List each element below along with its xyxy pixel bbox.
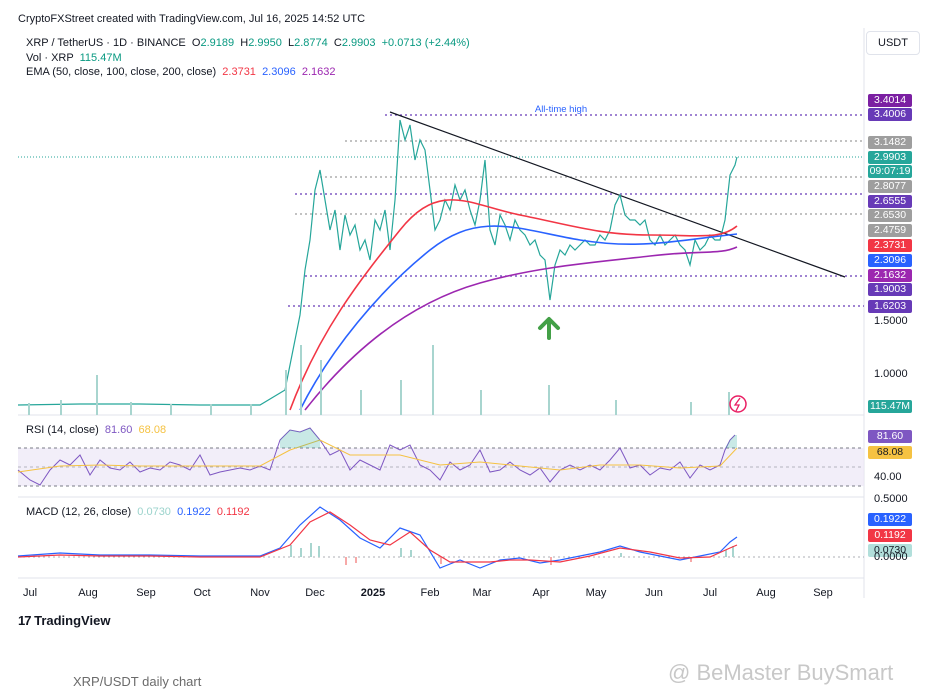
close-value: 2.9903 xyxy=(341,37,376,49)
price-box-2-6530: 2.6530 xyxy=(868,209,912,222)
rsi-value: 81.60 xyxy=(104,424,133,436)
price-box-2-8077: 2.8077 xyxy=(868,180,912,193)
x-tick-label: Aug xyxy=(756,587,776,599)
rsi-tick-40: 40.00 xyxy=(874,471,902,483)
price-box-2-9903: 2.9903 xyxy=(868,151,912,164)
price-tick-1-5: 1.5000 xyxy=(874,315,908,327)
price-box-2-1632: 2.1632 xyxy=(868,269,912,282)
macd-value: 0.1922 xyxy=(177,506,211,518)
price-box-2-6555: 2.6555 xyxy=(868,195,912,208)
volume-label: Vol · XRP xyxy=(26,52,74,64)
chart-caption: XRP/USDT daily chart xyxy=(73,674,202,689)
price-series xyxy=(17,119,738,406)
macd-label: MACD (12, 26, close) xyxy=(26,506,132,518)
price-tick-1-0: 1.0000 xyxy=(874,368,908,380)
low-value: 2.8774 xyxy=(294,37,328,49)
rsi-header: RSI (14, close) 81.60 68.08 xyxy=(26,424,166,436)
macd-signal-line xyxy=(17,511,738,563)
change-value: +0.0713 (+2.44%) xyxy=(381,37,470,49)
green-up-arrow-icon xyxy=(538,317,560,340)
x-tick-label: Feb xyxy=(420,587,440,599)
x-tick-label: Jun xyxy=(645,587,663,599)
x-tick-label: Mar xyxy=(472,587,492,599)
low-label: L xyxy=(287,37,295,49)
macd-hist-box: 0.0730 xyxy=(868,544,912,557)
price-box-1-6203: 1.6203 xyxy=(868,300,912,313)
rsi-overbought-fill xyxy=(280,428,320,448)
rsi-ma-line xyxy=(17,439,738,473)
open-value: 2.9189 xyxy=(200,37,235,49)
macd-signal-box: 0.1192 xyxy=(868,529,912,542)
macd-tick-0: 0.0000 xyxy=(874,551,908,563)
price-box-1-9003: 1.9003 xyxy=(868,283,912,296)
ath-annotation: All-time high xyxy=(535,104,587,115)
macd-header: MACD (12, 26, close) 0.0730 0.1922 0.119… xyxy=(26,506,250,518)
x-tick-label: Sep xyxy=(136,587,156,599)
rsi-label: RSI (14, close) xyxy=(26,424,99,436)
tv-lightning-bolt-icon xyxy=(733,397,741,412)
rsi-ma-value: 68.08 xyxy=(138,424,167,436)
symbol-title: XRP / TetherUS · 1D · BINANCE xyxy=(26,37,186,49)
macd-histogram xyxy=(290,543,734,557)
ema-line: EMA (50, close, 100, close, 200, close) … xyxy=(26,66,336,78)
ema50-value: 2.3731 xyxy=(222,66,256,78)
currency-button[interactable]: USDT xyxy=(866,31,920,55)
volume-bars xyxy=(28,345,730,415)
volume-value: 115.47M xyxy=(79,52,122,64)
tradingview-logo-icon: 17 xyxy=(18,613,32,628)
high-value: 2.9950 xyxy=(248,37,282,49)
ema50-line xyxy=(289,199,738,411)
watermark: @ BeMaster BuySmart xyxy=(668,660,894,685)
chart-credit: CryptoFXStreet created with TradingView.… xyxy=(18,13,366,25)
price-box-2-4759: 2.4759 xyxy=(868,224,912,237)
ema-label: EMA (50, close, 100, close, 200, close) xyxy=(26,66,217,78)
price-box-09-07-19: 09:07:19 xyxy=(868,165,912,178)
volume-line: Vol · XRP 115.47M xyxy=(26,52,122,64)
x-tick-label: Dec xyxy=(305,587,325,599)
chart-canvas: All-time high xyxy=(17,28,865,598)
x-tick-label: 2025 xyxy=(360,587,386,599)
macd-signal-value: 0.1192 xyxy=(216,506,250,518)
open-label: O xyxy=(191,37,201,49)
rsi-box: 81.60 xyxy=(868,430,912,443)
ema100-line xyxy=(299,225,738,411)
price-box-2-3096: 2.3096 xyxy=(868,254,912,267)
macd-line xyxy=(17,506,738,569)
price-box-3-4006: 3.4006 xyxy=(868,108,912,121)
price-box-115-47M: 115.47M xyxy=(868,400,912,413)
macd-hist-value: 0.0730 xyxy=(137,506,171,518)
close-label: C xyxy=(333,37,342,49)
ema100-value: 2.3096 xyxy=(262,66,296,78)
ema200-line xyxy=(304,246,738,411)
x-tick-label: Sep xyxy=(813,587,833,599)
x-tick-label: Jul xyxy=(702,587,718,599)
tradingview-brand[interactable]: 17 TradingView xyxy=(18,613,110,628)
x-tick-label: Jul xyxy=(22,587,38,599)
x-tick-label: Aug xyxy=(78,587,98,599)
x-tick-label: May xyxy=(585,587,607,599)
tv-lightning-icon xyxy=(729,395,747,413)
price-box-2-3731: 2.3731 xyxy=(868,239,912,252)
macd-tick-0-5: 0.5000 xyxy=(874,493,908,505)
high-label: H xyxy=(240,37,249,49)
ema200-value: 2.1632 xyxy=(301,66,336,78)
rsi-overbought-fill-2 xyxy=(725,435,737,448)
price-box-3-1482: 3.1482 xyxy=(868,136,912,149)
symbol-line: XRP / TetherUS · 1D · BINANCE O2.9189 H2… xyxy=(26,37,470,49)
price-box-3-4014: 3.4014 xyxy=(868,94,912,107)
rsi-ma-box: 68.08 xyxy=(868,446,912,459)
horizontal-levels xyxy=(288,114,864,307)
x-tick-label: Oct xyxy=(193,587,211,599)
descending-trendline xyxy=(389,111,846,278)
x-tick-label: Nov xyxy=(250,587,270,599)
tradingview-brand-text: TradingView xyxy=(34,613,111,628)
x-tick-label: Apr xyxy=(532,587,550,599)
macd-box: 0.1922 xyxy=(868,513,912,526)
